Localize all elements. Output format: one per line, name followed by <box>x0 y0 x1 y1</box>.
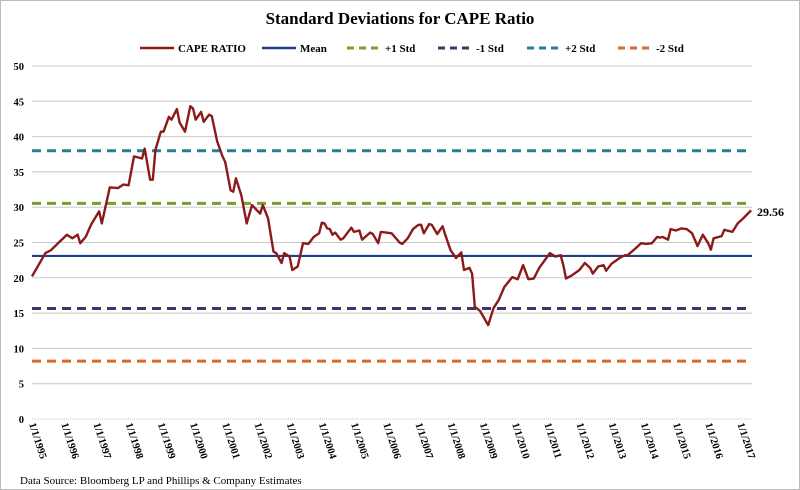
x-tick-label: 1/1/2014 <box>638 422 660 462</box>
x-axis: 1/1/1995 1/1/1996 1/1/1997 1/1/1998 1/1/1999… <box>26 422 756 462</box>
last-value-label: 29.56 <box>757 205 784 219</box>
y-tick-label: 40 <box>14 133 25 144</box>
legend-label: +1 Std <box>385 43 415 55</box>
x-tick-label: 1/1/2008 <box>445 422 467 461</box>
x-tick-label: 1/1/2017 <box>735 422 757 461</box>
x-tick-label: 1/1/2016 <box>702 422 724 461</box>
x-tick-label: 1/1/2006 <box>380 422 402 461</box>
x-tick-label: 1/1/2009 <box>477 422 499 461</box>
x-tick-label: 1/1/2015 <box>670 422 692 461</box>
x-tick-label: 1/1/1999 <box>155 422 177 461</box>
data-source-note: Data Source: Bloomberg LP and Phillips &… <box>20 475 302 487</box>
y-tick-label: 10 <box>14 344 25 355</box>
x-tick-label: 1/1/2001 <box>219 422 241 461</box>
y-tick-label: 35 <box>14 168 25 179</box>
y-tick-label: 15 <box>14 309 25 320</box>
x-tick-label: 1/1/1996 <box>58 422 80 461</box>
y-tick-label: 20 <box>14 274 25 285</box>
legend-label: -2 Std <box>656 43 684 55</box>
series-line-cape-ratio <box>30 104 752 327</box>
x-tick-label: 1/1/2010 <box>509 422 531 461</box>
x-tick-label: 1/1/1997 <box>91 422 113 461</box>
y-tick-label: 25 <box>14 239 25 250</box>
legend-label: +2 Std <box>565 43 595 55</box>
legend-label: CAPE RATIO <box>178 43 246 55</box>
chart-title: Standard Deviations for CAPE Ratio <box>266 9 535 28</box>
x-tick-label: 1/1/2011 <box>541 422 563 460</box>
legend: CAPE RATIO Mean +1 Std -1 Std +2 Std -2 Std <box>140 43 684 55</box>
legend-label: Mean <box>300 43 327 55</box>
x-tick-label: 1/1/1995 <box>26 422 48 461</box>
legend-label: -1 Std <box>476 43 504 55</box>
x-tick-label: 1/1/2003 <box>284 422 306 461</box>
y-tick-label: 5 <box>19 380 24 391</box>
x-tick-label: 1/1/2007 <box>413 422 435 461</box>
x-tick-label: 1/1/2012 <box>574 422 596 461</box>
y-tick-label: 30 <box>14 203 25 214</box>
x-tick-label: 1/1/2002 <box>252 422 274 461</box>
gridlines <box>32 65 752 420</box>
y-axis: 0 5 10 15 20 25 30 35 40 45 50 <box>14 62 25 426</box>
y-tick-label: 0 <box>19 415 24 426</box>
y-tick-label: 50 <box>14 62 25 73</box>
x-tick-label: 1/1/2000 <box>187 422 209 461</box>
x-tick-label: 1/1/1998 <box>123 422 145 461</box>
x-tick-label: 1/1/2013 <box>606 422 628 461</box>
x-tick-label: 1/1/2005 <box>348 422 370 461</box>
x-tick-label: 1/1/2004 <box>316 422 338 462</box>
y-tick-label: 45 <box>14 97 25 108</box>
series-lines <box>30 104 752 363</box>
